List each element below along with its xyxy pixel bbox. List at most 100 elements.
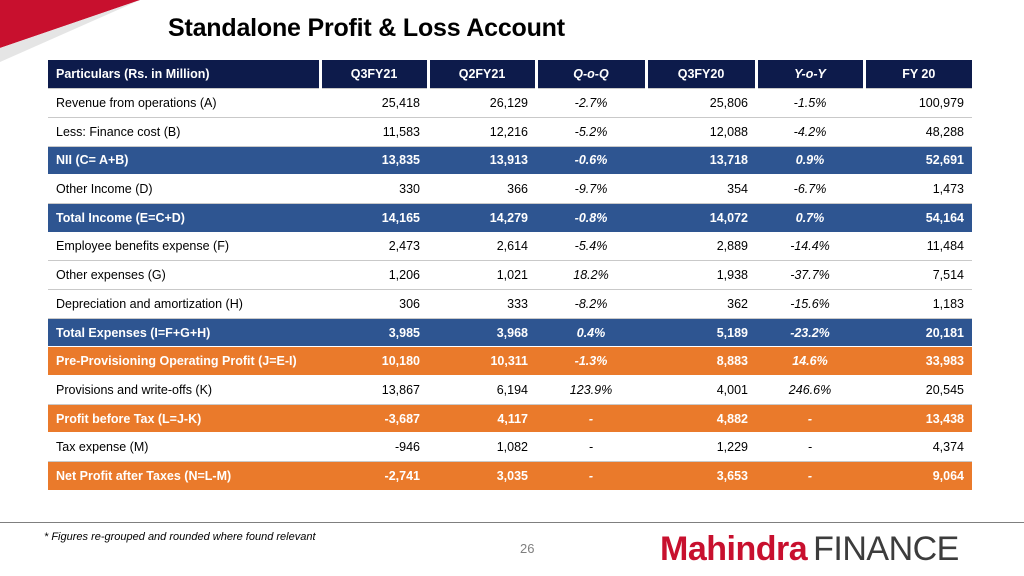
cell-q2fy21: 1,082 xyxy=(428,432,536,463)
cell-q2fy21: 26,129 xyxy=(428,88,536,118)
cell-q3fy21: 14,165 xyxy=(320,203,428,233)
table-row: Employee benefits expense (F) 2,473 2,614-… xyxy=(48,232,972,262)
cell-q2fy21: 14,279 xyxy=(428,203,536,233)
cell-qoq: 123.9% xyxy=(536,375,646,405)
table-row: Pre-Provisioning Operating Profit (J=E-I… xyxy=(48,346,972,377)
cell-qoq: -5.4% xyxy=(536,232,646,262)
cell-q3fy20: 2,889 xyxy=(646,232,756,262)
logo-suffix: FINANCE xyxy=(813,530,959,568)
row-label: NII (C= A+B) xyxy=(48,146,320,176)
cell-fy20: 33,983 xyxy=(864,346,972,377)
corner-decoration xyxy=(0,0,140,62)
cell-fy20: 9,064 xyxy=(864,461,972,491)
cell-q3fy20: 5,189 xyxy=(646,318,756,348)
cell-yoy: 0.7% xyxy=(756,203,864,233)
table-row: NII (C= A+B) 13,835 13,913 -0.6% 13,718 0.9% 5… xyxy=(48,146,972,176)
cell-qoq: -0.8% xyxy=(536,203,646,233)
cell-fy20: 54,164 xyxy=(864,203,972,233)
cell-q3fy21: 13,867 xyxy=(320,375,428,405)
footer-divider xyxy=(0,522,1024,523)
cell-q2fy21: 12,216 xyxy=(428,117,536,147)
cell-qoq: -8.2% xyxy=(536,289,646,319)
table-row: Tax expense (M) -946 1,082-1,229-4,374 xyxy=(48,432,972,463)
cell-q3fy21: -946 xyxy=(320,432,428,463)
cell-q3fy21: 306 xyxy=(320,289,428,319)
header-yoy: Y-o-Y xyxy=(754,60,864,90)
cell-fy20: 1,183 xyxy=(864,289,972,319)
row-label: Total Income (E=C+D) xyxy=(48,203,320,233)
row-label: Net Profit after Taxes (N=L-M) xyxy=(48,461,320,491)
cell-q3fy20: 13,718 xyxy=(646,146,756,176)
row-label: Revenue from operations (A) xyxy=(48,88,320,118)
table-row: Total Expenses (I=F+G+H) 3,985 3,968 0.4% 5,… xyxy=(48,318,972,348)
table-row: Profit before Tax (L=J-K) -3,687 4,117-4,8… xyxy=(48,404,972,434)
cell-q2fy21: 1,021 xyxy=(428,260,536,290)
table-row: Revenue from operations (A) 25,418 26,129-… xyxy=(48,88,972,118)
cell-q2fy21: 13,913 xyxy=(428,146,536,176)
cell-q3fy20: 4,882 xyxy=(646,404,756,434)
cell-fy20: 7,514 xyxy=(864,260,972,290)
row-label: Other Income (D) xyxy=(48,174,320,204)
header-q2fy21: Q2FY21 xyxy=(426,60,536,90)
header-fy20: FY 20 xyxy=(862,60,972,90)
row-label: Other expenses (G) xyxy=(48,260,320,290)
cell-fy20: 4,374 xyxy=(864,432,972,463)
table-row: Less: Finance cost (B) 11,583 12,216 -5.2% 1… xyxy=(48,117,972,147)
footnote: * Figures re-grouped and rounded where f… xyxy=(44,531,316,543)
header-q3fy21: Q3FY21 xyxy=(318,60,428,90)
cell-q3fy20: 1,938 xyxy=(646,260,756,290)
row-label: Provisions and write-offs (K) xyxy=(48,375,320,405)
cell-fy20: 52,691 xyxy=(864,146,972,176)
row-label: Less: Finance cost (B) xyxy=(48,117,320,147)
cell-yoy: 14.6% xyxy=(756,346,864,377)
cell-fy20: 1,473 xyxy=(864,174,972,204)
table-row: Provisions and write-offs (K) 13,867 6,194… xyxy=(48,375,972,405)
cell-q3fy20: 354 xyxy=(646,174,756,204)
cell-fy20: 48,288 xyxy=(864,117,972,147)
cell-q2fy21: 366 xyxy=(428,174,536,204)
cell-fy20: 20,545 xyxy=(864,375,972,405)
cell-yoy: 246.6% xyxy=(756,375,864,405)
cell-yoy: -37.7% xyxy=(756,260,864,290)
cell-qoq: - xyxy=(536,404,646,434)
page-number: 26 xyxy=(520,541,535,556)
cell-q2fy21: 4,117 xyxy=(428,404,536,434)
table-row: Total Income (E=C+D) 14,165 14,279 -0.8% 14,… xyxy=(48,203,972,233)
cell-yoy: -23.2% xyxy=(756,318,864,348)
cell-qoq: -0.6% xyxy=(536,146,646,176)
mahindra-finance-logo: Mahindra FINANCE xyxy=(660,530,959,569)
cell-q3fy21: 10,180 xyxy=(320,346,428,377)
cell-q2fy21: 10,311 xyxy=(428,346,536,377)
header-q3fy20: Q3FY20 xyxy=(644,60,756,90)
cell-q3fy21: -2,741 xyxy=(320,461,428,491)
cell-q3fy20: 4,001 xyxy=(646,375,756,405)
cell-q3fy20: 1,229 xyxy=(646,432,756,463)
cell-yoy: 0.9% xyxy=(756,146,864,176)
row-label: Pre-Provisioning Operating Profit (J=E-I… xyxy=(48,346,320,377)
cell-qoq: -2.7% xyxy=(536,88,646,118)
cell-fy20: 20,181 xyxy=(864,318,972,348)
cell-q2fy21: 3,035 xyxy=(428,461,536,491)
cell-q3fy20: 14,072 xyxy=(646,203,756,233)
cell-yoy: -15.6% xyxy=(756,289,864,319)
cell-fy20: 11,484 xyxy=(864,232,972,262)
row-label: Employee benefits expense (F) xyxy=(48,232,320,262)
row-label: Profit before Tax (L=J-K) xyxy=(48,404,320,434)
cell-yoy: -1.5% xyxy=(756,88,864,118)
table-row: Other expenses (G) 1,206 1,021 18.2% 1,938 -3… xyxy=(48,260,972,290)
cell-qoq: -5.2% xyxy=(536,117,646,147)
table-row: Net Profit after Taxes (N=L-M) -2,741 3,03… xyxy=(48,461,972,491)
cell-fy20: 13,438 xyxy=(864,404,972,434)
table-header-row: Particulars (Rs. in Million) Q3FY21 Q2FY… xyxy=(48,60,972,90)
table-row: Other Income (D) 330 366 -9.7% 354 -6.7% 1,473 xyxy=(48,174,972,204)
cell-qoq: -1.3% xyxy=(536,346,646,377)
header-qoq: Q-o-Q xyxy=(534,60,646,90)
cell-q3fy20: 3,653 xyxy=(646,461,756,491)
cell-q2fy21: 333 xyxy=(428,289,536,319)
cell-q3fy21: 25,418 xyxy=(320,88,428,118)
row-label: Total Expenses (I=F+G+H) xyxy=(48,318,320,348)
page-title: Standalone Profit & Loss Account xyxy=(168,14,565,42)
cell-q3fy21: 11,583 xyxy=(320,117,428,147)
cell-q3fy20: 362 xyxy=(646,289,756,319)
cell-yoy: - xyxy=(756,432,864,463)
